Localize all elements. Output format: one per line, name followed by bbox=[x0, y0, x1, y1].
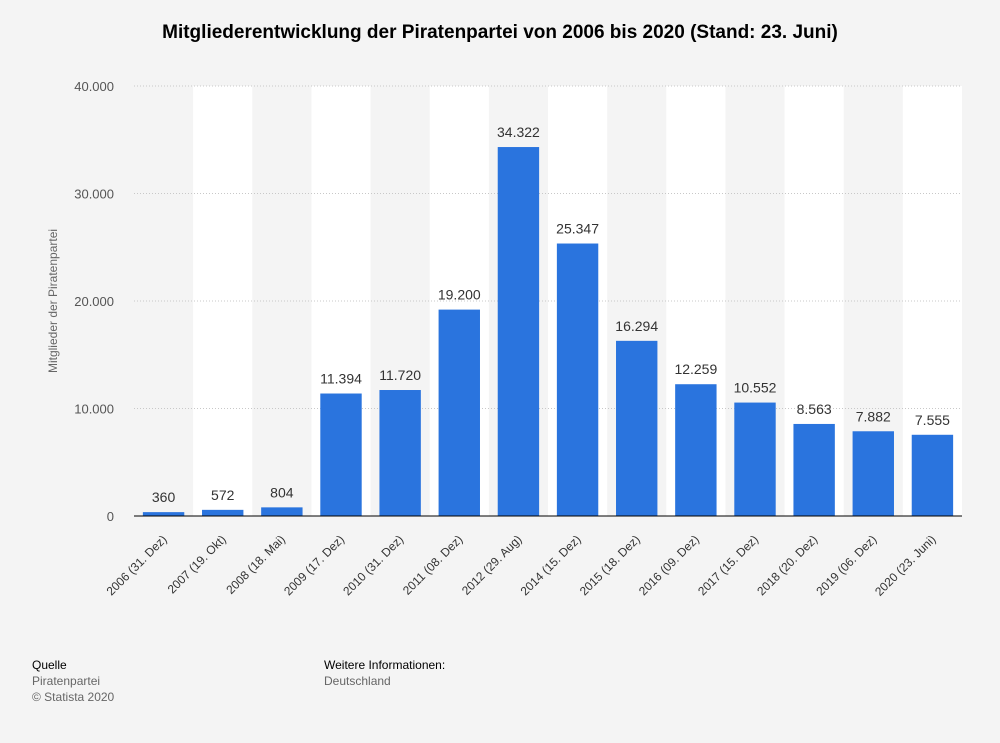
info-value: Deutschland bbox=[324, 674, 391, 688]
column-band bbox=[193, 86, 253, 516]
value-label: 19.200 bbox=[438, 287, 481, 303]
y-axis-label: Mitglieder der Piratenpartei bbox=[46, 229, 60, 373]
value-label: 572 bbox=[211, 487, 235, 503]
bar-chart: 0 10.000 20.000 30.000 40.000 360 572 804 11.39… bbox=[46, 79, 962, 599]
x-tick-label: 2018 (20. Dez) bbox=[754, 532, 820, 598]
chart-title: Mitgliederentwicklung der Piratenpartei … bbox=[162, 22, 838, 43]
x-tick-label: 2014 (15. Dez) bbox=[518, 532, 584, 598]
bar bbox=[734, 402, 776, 516]
y-tick-label: 30.000 bbox=[74, 187, 114, 202]
value-label: 12.259 bbox=[674, 361, 717, 377]
bar bbox=[556, 243, 599, 516]
value-label: 11.394 bbox=[320, 371, 362, 387]
x-tick-label: 2009 (17. Dez) bbox=[281, 532, 347, 598]
value-label: 11.720 bbox=[379, 367, 421, 383]
x-tick-label: 2012 (29. Aug) bbox=[459, 532, 525, 598]
value-label: 7.882 bbox=[856, 408, 891, 424]
value-label: 804 bbox=[270, 484, 294, 500]
y-tick-label: 20.000 bbox=[74, 294, 114, 309]
source-block: Quelle Piratenpartei © Statista 2020 bbox=[32, 657, 114, 705]
source-heading: Quelle bbox=[32, 658, 67, 672]
value-label: 10.552 bbox=[734, 380, 777, 396]
bar bbox=[675, 384, 717, 516]
value-labels: 360 572 804 11.394 11.720 19.200 34.322 25.347 1… bbox=[152, 124, 950, 505]
x-tick-label: 2016 (09. Dez) bbox=[636, 532, 702, 598]
bar bbox=[202, 509, 244, 516]
bars bbox=[142, 147, 954, 516]
bar bbox=[852, 431, 894, 516]
y-tick-label: 40.000 bbox=[74, 79, 114, 94]
value-label: 25.347 bbox=[556, 221, 599, 237]
x-tick-label: 2019 (06. Dez) bbox=[813, 532, 879, 598]
bar bbox=[142, 512, 185, 516]
x-tick-label: 2015 (18. Dez) bbox=[577, 532, 643, 598]
bar bbox=[379, 390, 421, 516]
x-tick-label: 2007 (19. Okt) bbox=[165, 532, 229, 596]
x-axis-ticks: 2006 (31. Dez)2007 (19. Okt)2008 (18. Ma… bbox=[104, 532, 939, 599]
copyright: © Statista 2020 bbox=[32, 690, 115, 704]
bar bbox=[793, 423, 835, 516]
bar bbox=[261, 507, 303, 516]
bar bbox=[911, 434, 954, 516]
x-tick-label: 2010 (31. Dez) bbox=[340, 532, 406, 598]
gridlines bbox=[134, 85, 962, 409]
bar bbox=[320, 393, 362, 516]
info-block: Weitere Informationen: Deutschland bbox=[324, 657, 445, 689]
bar bbox=[438, 309, 480, 516]
value-label: 7.555 bbox=[915, 412, 950, 428]
value-label: 8.563 bbox=[797, 401, 832, 417]
value-label: 34.322 bbox=[497, 124, 540, 140]
info-heading: Weitere Informationen: bbox=[324, 658, 446, 672]
bar bbox=[616, 340, 658, 516]
x-tick-label: 2017 (15. Dez) bbox=[695, 532, 761, 598]
y-tick-label: 10.000 bbox=[74, 402, 114, 417]
value-label: 360 bbox=[152, 489, 176, 505]
x-tick-label: 2011 (08. Dez) bbox=[400, 532, 465, 597]
bar bbox=[497, 147, 540, 516]
value-label: 16.294 bbox=[615, 318, 658, 334]
source-name: Piratenpartei bbox=[32, 674, 101, 688]
y-axis-ticks: 0 10.000 20.000 30.000 40.000 bbox=[74, 79, 114, 524]
x-tick-label: 2020 (23. Juni) bbox=[872, 532, 939, 599]
y-tick-label: 0 bbox=[107, 509, 114, 524]
x-tick-label: 2008 (18. Mai) bbox=[223, 532, 288, 597]
x-tick-label: 2006 (31. Dez) bbox=[104, 532, 170, 598]
